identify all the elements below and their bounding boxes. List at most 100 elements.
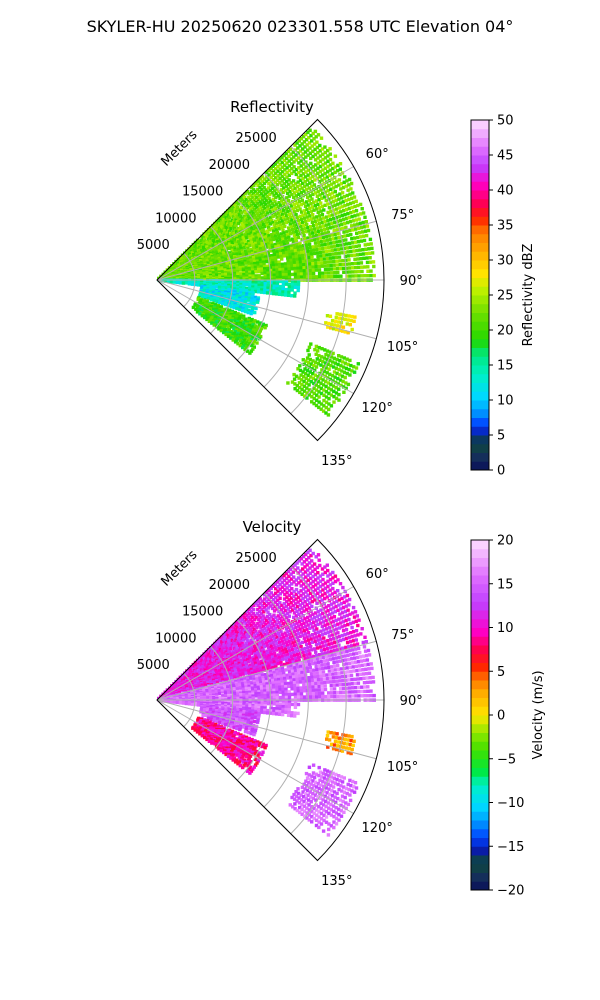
echo-cell <box>246 257 250 261</box>
echo-cell <box>321 572 325 576</box>
echo-cell <box>242 284 246 289</box>
echo-cell <box>172 280 177 284</box>
echo-cell <box>316 375 320 379</box>
echo-cell <box>369 269 373 273</box>
echo-cell <box>338 162 343 166</box>
echo-cell <box>246 338 250 342</box>
echo-cell <box>284 609 288 613</box>
echo-cell <box>360 207 364 211</box>
echo-cell <box>296 263 300 267</box>
echo-cell <box>243 342 248 346</box>
echo-cell <box>364 247 368 251</box>
echo-cell <box>345 357 349 361</box>
echo-cell <box>265 643 270 647</box>
echo-cell <box>271 634 275 638</box>
echo-cell <box>336 211 340 215</box>
echo-cell <box>279 252 283 256</box>
echo-cell <box>310 139 314 143</box>
colorbar-tick-label: 0 <box>497 464 505 479</box>
echo-cell <box>322 369 327 374</box>
echo-cell <box>333 319 338 323</box>
echo-cell <box>328 577 333 582</box>
echo-cell <box>336 622 340 626</box>
echo-cell <box>249 638 253 643</box>
echo-cell <box>323 150 327 155</box>
echo-cell <box>338 218 343 223</box>
echo-cell <box>245 327 250 332</box>
echo-cell <box>308 614 312 618</box>
echo-cell <box>299 272 304 276</box>
echo-cell <box>246 233 251 237</box>
echo-cell <box>257 655 262 659</box>
echo-cell <box>246 333 250 337</box>
echo-cell <box>242 276 246 280</box>
echo-cell <box>187 282 192 286</box>
echo-cell <box>242 225 247 229</box>
echo-cell <box>337 251 341 255</box>
echo-cell <box>309 161 313 166</box>
echo-cell <box>327 271 331 275</box>
echo-cell <box>246 658 250 662</box>
echo-cell <box>291 570 295 574</box>
echo-cell <box>256 231 260 235</box>
echo-cell <box>366 265 370 269</box>
echo-cell <box>247 654 252 659</box>
echo-cell <box>246 240 251 244</box>
echo-cell <box>348 192 352 196</box>
echo-cell <box>361 252 366 256</box>
echo-cell <box>298 207 302 211</box>
echo-cell <box>320 616 324 620</box>
echo-cell <box>323 190 328 194</box>
echo-cell <box>251 255 256 260</box>
echo-cell <box>297 139 301 143</box>
echo-cell <box>245 244 249 249</box>
echo-cell <box>285 175 289 179</box>
echo-cell <box>287 219 291 223</box>
echo-cell <box>249 609 254 614</box>
echo-cell <box>270 243 274 247</box>
echo-cell <box>331 166 335 171</box>
echo-cell <box>335 267 340 271</box>
echo-cell <box>262 181 267 186</box>
echo-cell <box>241 316 245 320</box>
echo-cell <box>327 397 331 401</box>
echo-cell <box>278 196 282 201</box>
echo-cell <box>295 257 299 262</box>
echo-cell <box>247 607 252 612</box>
echo-cell <box>244 211 248 215</box>
echo-cell <box>266 610 270 614</box>
echo-cell <box>306 631 311 635</box>
echo-cell <box>320 173 325 177</box>
echo-cell <box>361 211 366 215</box>
echo-cell <box>287 154 291 158</box>
echo-cell <box>304 132 308 137</box>
echo-cell <box>251 211 256 215</box>
echo-cell <box>237 260 241 265</box>
echo-cell <box>342 270 346 274</box>
echo-cell <box>285 611 290 616</box>
echo-cell <box>236 226 240 231</box>
echo-cell <box>236 238 240 242</box>
echo-cell <box>350 262 355 266</box>
echo-cell <box>294 220 298 224</box>
echo-cell <box>324 627 329 631</box>
echo-cell <box>263 240 267 245</box>
echo-cell <box>345 246 349 250</box>
echo-cell <box>293 263 297 268</box>
echo-cell <box>269 273 273 277</box>
echo-cell <box>239 276 243 280</box>
echo-cell <box>318 250 323 255</box>
echo-cell <box>280 576 284 580</box>
echo-cell <box>332 181 336 185</box>
echo-cell <box>266 637 270 641</box>
echo-cell <box>329 363 333 368</box>
echo-cell <box>335 240 339 244</box>
echo-cell <box>344 381 348 385</box>
echo-cell <box>255 300 260 304</box>
echo-cell <box>350 314 354 319</box>
echo-cell <box>334 224 338 228</box>
echo-cell <box>345 229 349 234</box>
echo-cell <box>294 578 298 582</box>
echo-cell <box>226 264 230 269</box>
echo-cell <box>278 649 282 654</box>
